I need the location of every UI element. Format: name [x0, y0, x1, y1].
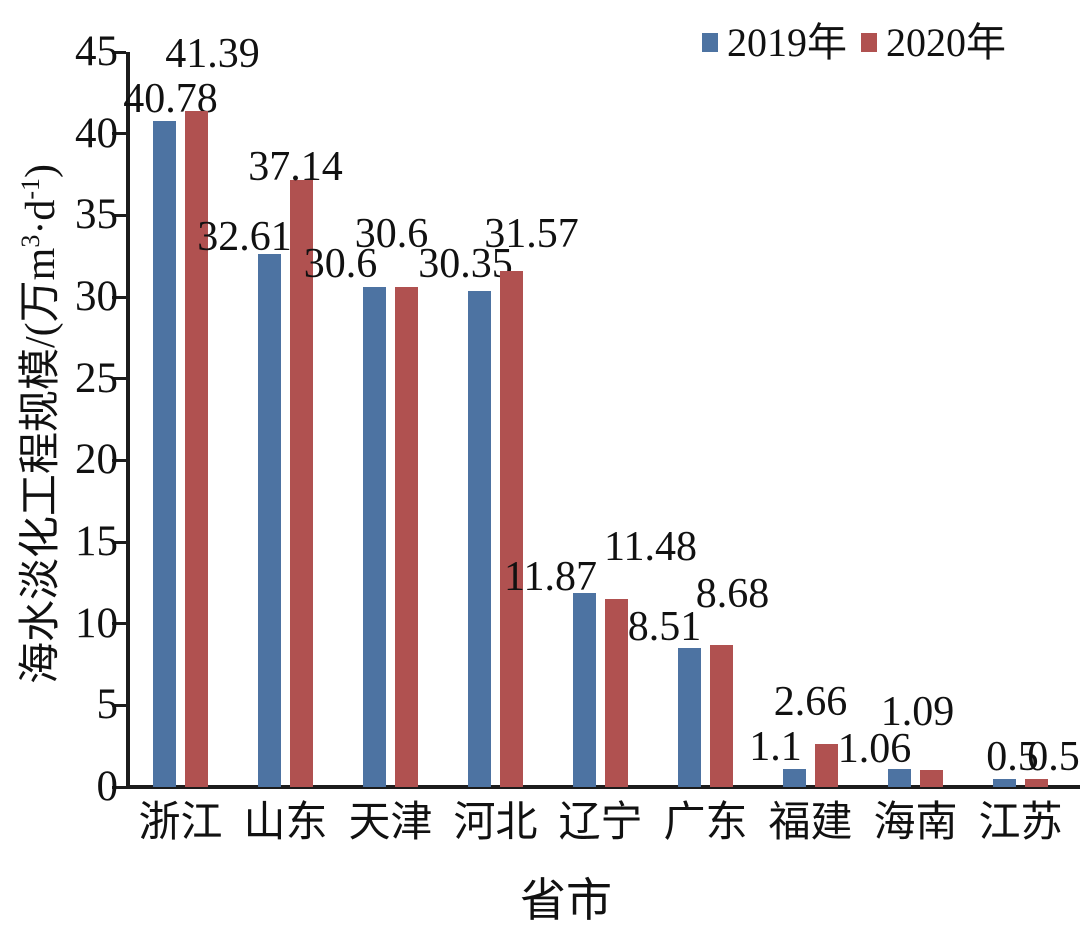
bar-2019-9 [993, 778, 1016, 787]
bar-value-label-2020-2: 37.14 [248, 144, 343, 190]
y-axis-line [126, 52, 130, 789]
bar-value-label-2020-8: 1.06 [837, 726, 912, 772]
bar-2019-1 [153, 120, 176, 787]
y-tick [112, 458, 126, 462]
bar-2020-1 [185, 110, 208, 787]
y-tick-label: 10 [75, 599, 118, 647]
bar-2019-2 [258, 254, 281, 787]
bar-value-label-2019-2: 32.61 [197, 214, 292, 260]
y-tick [112, 622, 126, 626]
bar-2019-8 [888, 769, 911, 787]
y-tick [112, 132, 126, 136]
y-tick-label: 40 [75, 109, 118, 157]
x-tick-label-3: 天津 [348, 800, 433, 846]
y-tick [112, 377, 126, 381]
bar-2020-8 [920, 769, 943, 787]
bar-2019-4 [468, 291, 491, 787]
y-tick-label: 20 [75, 436, 118, 484]
bar-2020-6 [710, 645, 733, 787]
y-tick [112, 50, 126, 54]
legend-label-2020: 2020年 [886, 20, 1006, 65]
y-tick-label: 25 [75, 354, 118, 402]
x-tick-label-2: 山东 [243, 800, 328, 846]
bar-2020-9 [1025, 778, 1048, 787]
x-axis-title: 省市 [520, 875, 612, 926]
bar-2020-7 [815, 743, 838, 787]
y-tick [112, 213, 126, 217]
y-tick-label: 30 [75, 273, 118, 320]
y-tick-label: 5 [96, 681, 119, 729]
x-tick-label-7: 福建 [768, 800, 853, 846]
y-tick [112, 785, 126, 789]
legend-swatch-2020 [861, 32, 877, 52]
bar-2019-5 [573, 593, 596, 787]
bar-value-label-2020-4: 31.57 [484, 211, 579, 257]
bar-value-label-2019-5: 11.87 [504, 554, 597, 600]
x-tick-label-4: 河北 [453, 800, 538, 846]
x-axis-line [126, 785, 1080, 789]
bar-value-label-2020-5: 11.48 [604, 524, 697, 570]
y-tick-label: 35 [75, 191, 118, 239]
bar-value-label-2020-3: 30.6 [354, 211, 429, 257]
bar-2020-3 [395, 287, 418, 787]
bar-value-label-2019-6: 8.51 [627, 604, 702, 650]
y-tick [112, 540, 126, 544]
bar-value-label-2020-6: 8.68 [695, 571, 770, 617]
x-tick-label-1: 浙江 [138, 800, 223, 846]
bar-value-label-2020-7: 2.66 [773, 679, 848, 725]
bar-2019-6 [678, 648, 701, 787]
bar-2020-2 [290, 180, 313, 787]
bar-2019-7 [783, 769, 806, 787]
bar-2020-4 [500, 271, 523, 787]
bar-value-label-2019-8: 1.09 [880, 689, 955, 735]
bar-value-label-2019-7: 1.1 [749, 724, 802, 770]
x-tick-label-6: 广东 [663, 800, 748, 846]
y-tick-label: 0 [96, 763, 119, 810]
bar-value-label-2019-3: 30.6 [303, 241, 378, 287]
legend-label-2019: 2019年 [727, 20, 847, 65]
x-tick-label-9: 江苏 [978, 800, 1063, 846]
x-tick-label-5: 辽宁 [558, 800, 643, 846]
bar-2020-5 [605, 599, 628, 787]
bar-value-label-2019-4: 30.35 [418, 241, 513, 287]
bar-value-label-2019-9: 0.5 [986, 734, 1039, 780]
y-tick [112, 703, 126, 707]
legend: 2019年 2020年 [702, 10, 1020, 68]
bar-value-label-2020-1: 41.39 [165, 31, 260, 77]
y-tick-label: 45 [75, 28, 118, 75]
y-tick [112, 295, 126, 299]
bar-value-label-2020-9: 0.5 [1027, 734, 1080, 780]
x-tick-label-8: 海南 [873, 800, 958, 846]
legend-swatch-2019 [702, 32, 718, 52]
bar-2019-3 [363, 287, 386, 787]
y-tick-label: 15 [75, 518, 118, 565]
